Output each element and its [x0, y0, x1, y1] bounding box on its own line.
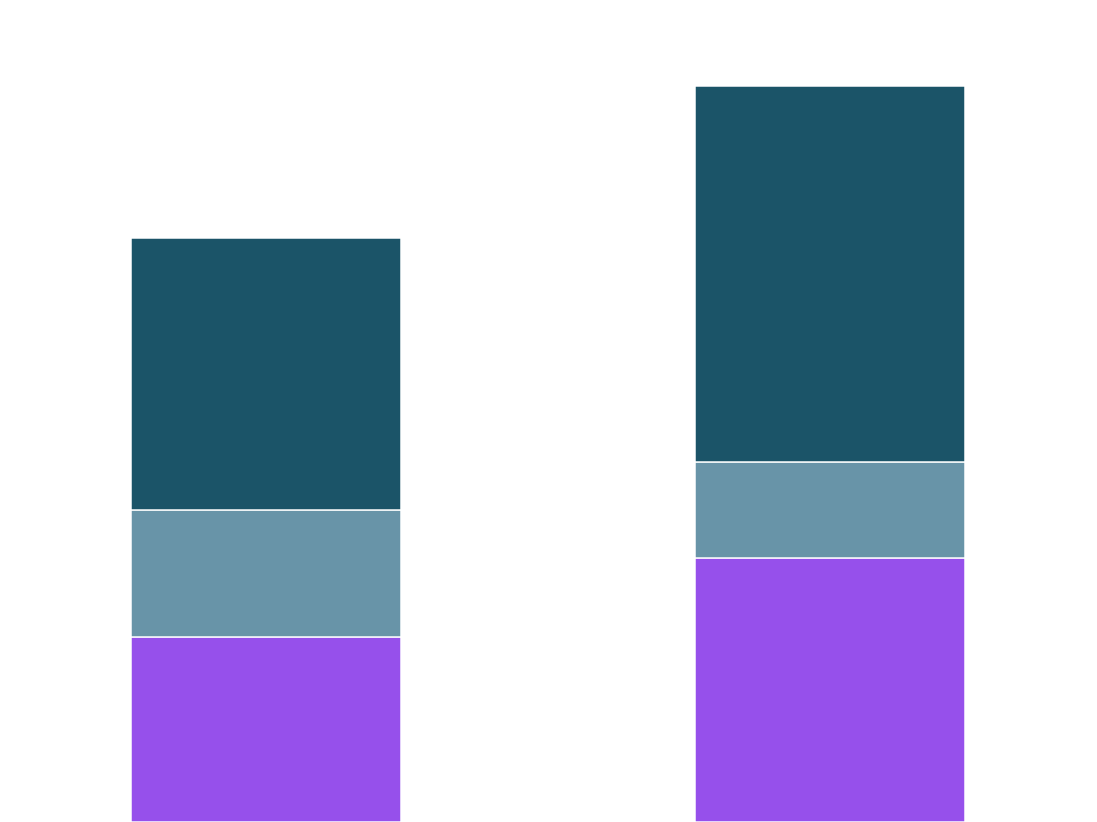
bar-segment	[694, 461, 966, 559]
bar-segment	[130, 237, 402, 511]
bar-segment	[694, 557, 966, 822]
bar-segment	[694, 85, 966, 463]
bar-segment	[130, 509, 402, 638]
bar-segment	[130, 636, 402, 822]
